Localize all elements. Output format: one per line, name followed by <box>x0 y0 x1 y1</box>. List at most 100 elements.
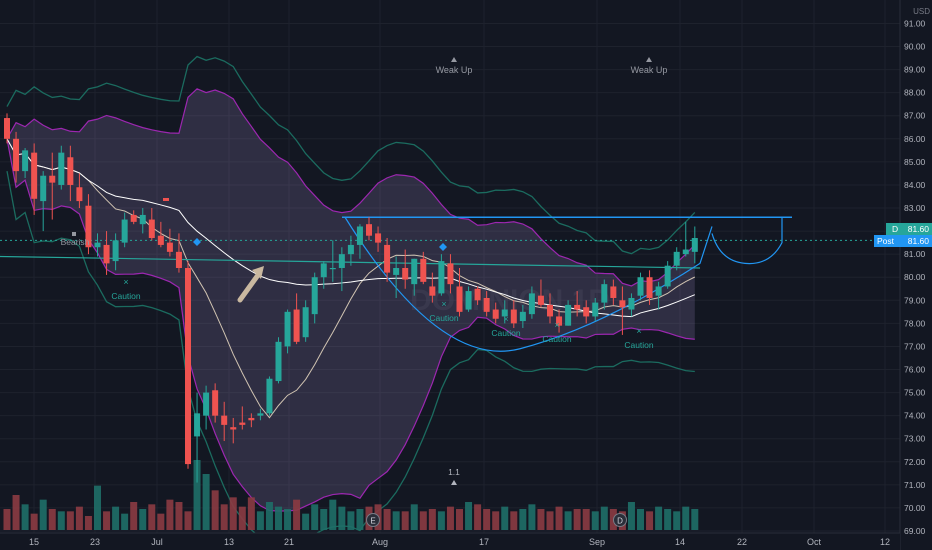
volume-bar <box>655 506 663 530</box>
volume-bar <box>275 506 282 530</box>
volume-bar <box>456 509 463 530</box>
candle-body <box>592 302 599 317</box>
time-tick-label: Aug <box>372 537 388 547</box>
candle-body <box>655 286 662 296</box>
candle-body <box>528 293 535 315</box>
volume-bar <box>492 511 500 530</box>
candle-body <box>356 226 363 245</box>
volume-bar <box>637 509 644 530</box>
volume-bar <box>320 509 328 530</box>
candle-body <box>574 304 581 310</box>
marker-dash-icon <box>163 198 169 201</box>
candle-body <box>76 187 83 202</box>
volume-bar <box>148 504 156 530</box>
currency-label: USD <box>913 7 930 16</box>
volume-bar <box>256 511 264 530</box>
volume-bar <box>600 506 608 530</box>
price-axis-labels: 69.00 70.00 71.00 72.00 73.00 74.00 75.00 76.00… <box>904 18 926 536</box>
volume-bar <box>311 504 319 530</box>
candle-body <box>492 309 499 319</box>
volume-bar <box>139 509 147 530</box>
candle-body <box>266 378 273 414</box>
caution-label: Caution <box>111 291 141 301</box>
candle-body <box>393 268 400 275</box>
caution-x-icon: × <box>503 314 508 324</box>
time-tick-label: 23 <box>90 537 100 547</box>
candle-body <box>148 219 155 239</box>
volume-bar <box>329 499 337 530</box>
time-tick-label: Sep <box>589 537 605 547</box>
candle-body <box>85 205 92 248</box>
candle-body <box>157 235 164 245</box>
candle-body <box>510 309 517 324</box>
time-tick-label: 15 <box>29 537 39 547</box>
volume-bar <box>57 511 65 530</box>
time-tick-label: 12 <box>880 537 890 547</box>
volume-bar <box>157 513 165 530</box>
volume-bar <box>564 511 572 530</box>
volume-bar <box>437 511 445 530</box>
candle-body <box>465 291 472 310</box>
volume-bar <box>39 499 47 530</box>
candle-body <box>203 392 210 416</box>
candle-body <box>248 417 255 421</box>
volume-bar <box>356 509 364 530</box>
event-marker-label: D <box>617 517 623 526</box>
caution-label: Caution <box>429 313 459 323</box>
price-tick-label: 75.00 <box>904 388 926 398</box>
candle-body <box>31 152 38 199</box>
candle-body <box>121 219 128 243</box>
weak-up-icon <box>451 57 457 62</box>
candle-body <box>673 251 680 266</box>
volume-bar <box>193 460 201 530</box>
event-marker-label: E <box>370 517 375 526</box>
price-tick-label: 73.00 <box>904 434 926 444</box>
volume-bar <box>519 509 527 530</box>
price-axis[interactable] <box>900 0 932 550</box>
volume-bar <box>691 509 699 530</box>
price-tag-post: Post 81.60 <box>874 235 932 247</box>
volume-bar <box>591 511 599 530</box>
candle-body <box>103 244 110 264</box>
weak-up-label: Weak Up <box>436 65 473 75</box>
price-tag-daily-value: 81.60 <box>908 224 930 234</box>
candle-body <box>166 242 173 252</box>
candle-body <box>691 238 698 252</box>
ma-long <box>6 138 695 318</box>
volume-bar <box>537 509 545 530</box>
price-tick-label: 89.00 <box>904 65 926 75</box>
time-tick-label: 13 <box>224 537 234 547</box>
candle-body <box>664 265 671 287</box>
price-tick-label: 88.00 <box>904 88 926 98</box>
volume-bar <box>112 506 120 530</box>
volume-bar <box>501 506 509 530</box>
annotations: Weak Up Weak Up × Caution × Caution × Caution × C… <box>61 57 667 527</box>
volume-bar <box>401 511 409 530</box>
candle-body <box>67 157 74 185</box>
volume-bar <box>419 511 427 530</box>
candle-body <box>429 286 436 296</box>
weak-up-icon <box>646 57 652 62</box>
volume-bar <box>121 513 129 530</box>
volume-bar <box>247 497 255 530</box>
volume-bar <box>573 509 581 530</box>
price-tick-label: 81.00 <box>904 249 926 259</box>
price-tag-post-value: 81.60 <box>908 236 930 246</box>
candle-body <box>474 288 481 301</box>
time-axis[interactable] <box>0 533 900 550</box>
candle-body <box>139 214 146 225</box>
candle-body <box>94 242 101 248</box>
volume-bar <box>238 506 246 530</box>
volume-bar <box>347 511 355 530</box>
time-tick-label: 22 <box>737 537 747 547</box>
candle-body <box>13 138 20 172</box>
volume-bar <box>510 511 518 530</box>
volume-bar <box>75 506 83 530</box>
price-tick-label: 83.00 <box>904 203 926 213</box>
candle-body <box>4 118 10 139</box>
candle-body <box>366 224 372 236</box>
volume-bar <box>229 497 237 530</box>
volume-bar <box>555 506 563 530</box>
marker-diamond-icon <box>439 243 447 251</box>
